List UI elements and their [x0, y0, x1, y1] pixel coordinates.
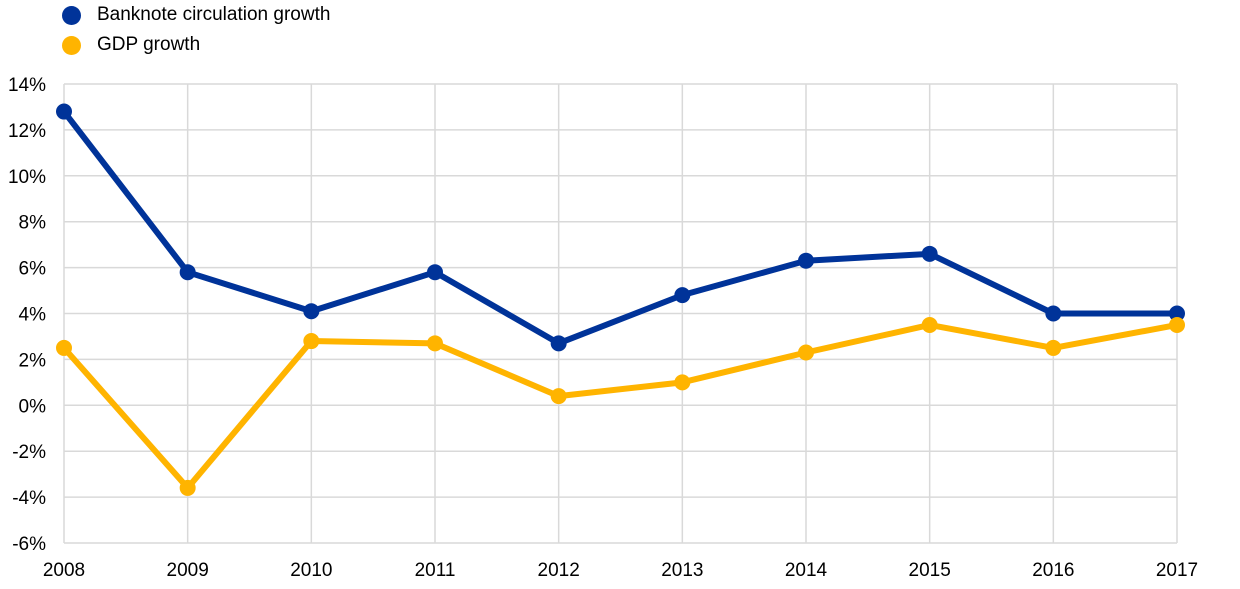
axes: -6% -4% -2% 0% 2% 4% 6% 8% 10% 12% 14% 2008 2009 2010…: [8, 75, 1198, 581]
data-point-0: [798, 252, 814, 269]
series-line-1: [61, 321, 1180, 491]
data-point-0: [550, 335, 567, 352]
series: [56, 103, 1185, 496]
data-point-1: [56, 339, 72, 356]
y-tick-label: -2%: [12, 442, 46, 463]
data-point-0: [674, 287, 691, 304]
y-tick-label: 12%: [8, 121, 46, 142]
data-point-0: [1169, 305, 1185, 322]
x-tick-label: 2011: [415, 560, 456, 581]
series-line-0: [61, 108, 1180, 347]
legend: Banknote circulation growth GDP growth: [62, 0, 330, 60]
data-point-1: [1169, 316, 1185, 333]
x-tick-label: 2008: [43, 560, 85, 581]
y-tick-label: -6%: [12, 534, 46, 555]
x-tick-label: 2009: [167, 560, 209, 581]
y-tick-label: 10%: [8, 167, 46, 188]
data-point-1: [303, 333, 320, 350]
x-tick-label: 2014: [785, 560, 828, 581]
legend-label-gdp: GDP growth: [97, 34, 201, 55]
y-tick-label: 14%: [8, 75, 46, 96]
data-point-0: [1045, 305, 1062, 322]
x-tick-label: 2017: [1156, 560, 1198, 581]
x-tick-label: 2013: [661, 560, 703, 581]
x-tick-label: 2016: [1032, 560, 1074, 581]
legend-marker-gdp: [62, 35, 81, 55]
data-point-0: [56, 103, 72, 120]
y-tick-label: -4%: [12, 488, 46, 509]
y-tick-label: 0%: [19, 396, 47, 417]
data-point-1: [921, 316, 938, 333]
data-point-1: [1045, 339, 1062, 356]
x-tick-label: 2010: [290, 560, 332, 581]
data-point-0: [427, 264, 443, 281]
data-point-1: [179, 479, 196, 496]
data-point-1: [550, 388, 567, 405]
data-point-1: [798, 344, 814, 361]
legend-marker-banknote: [62, 5, 81, 25]
legend-item-banknote: Banknote circulation growth: [62, 0, 330, 30]
y-tick-label: 6%: [19, 259, 47, 280]
grid: [63, 83, 1178, 544]
x-tick-label: 2012: [538, 560, 580, 581]
data-point-0: [303, 303, 320, 320]
x-tick-label: 2015: [909, 560, 951, 581]
data-point-0: [179, 264, 196, 281]
legend-label-banknote: Banknote circulation growth: [97, 4, 331, 25]
y-tick-label: 8%: [19, 213, 47, 234]
y-tick-label: 4%: [19, 305, 47, 326]
data-point-1: [427, 335, 443, 352]
data-point-0: [921, 245, 938, 262]
legend-item-gdp: GDP growth: [62, 30, 330, 60]
y-tick-label: 2%: [19, 350, 47, 371]
data-point-1: [674, 374, 691, 391]
